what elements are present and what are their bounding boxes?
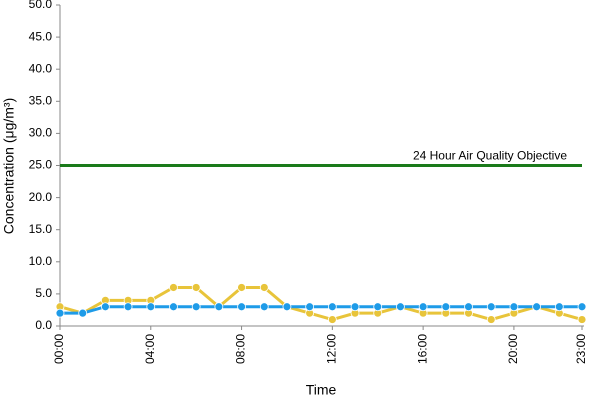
- y-tick-label: 45.0: [29, 29, 53, 43]
- data-point: [237, 302, 246, 312]
- y-tick-label: 35.0: [29, 93, 53, 107]
- data-point: [100, 302, 110, 312]
- data-point: [123, 302, 133, 312]
- data-point: [146, 302, 156, 312]
- series-line: [59, 285, 583, 322]
- y-tick-label: 15.0: [29, 222, 53, 236]
- y-tick-label: 50.0: [29, 0, 53, 11]
- data-point: [577, 315, 587, 324]
- data-point: [191, 283, 201, 292]
- x-tick-label: 16:00: [415, 334, 429, 364]
- data-point: [237, 283, 246, 292]
- y-tick-label: 5.0: [35, 286, 52, 300]
- data-point: [55, 308, 65, 318]
- data-point: [214, 302, 224, 312]
- y-axis-label: Concentration (μg/m³): [1, 98, 17, 234]
- data-point: [259, 302, 269, 312]
- data-point: [78, 308, 88, 318]
- x-tick-label: 04:00: [143, 334, 157, 364]
- data-point: [532, 302, 542, 312]
- x-tick-label: 12:00: [325, 334, 339, 364]
- data-point: [509, 302, 519, 312]
- y-tick-label: 10.0: [29, 254, 53, 268]
- data-point: [396, 302, 405, 312]
- y-tick-label: 25.0: [29, 158, 53, 172]
- data-point: [554, 302, 564, 312]
- series-line: [60, 305, 582, 315]
- data-point: [441, 302, 451, 312]
- data-point: [259, 283, 269, 292]
- data-point: [486, 315, 496, 324]
- line-label: 24 Hour Air Quality Objective: [413, 149, 567, 163]
- data-point: [327, 302, 337, 312]
- data-point: [373, 302, 383, 312]
- data-point: [327, 315, 337, 324]
- x-tick-label: 08:00: [234, 334, 248, 364]
- y-tick-label: 0.0: [35, 318, 52, 332]
- x-axis-label: Time: [306, 382, 337, 398]
- data-point: [577, 302, 587, 312]
- data-point: [350, 302, 360, 312]
- data-point: [282, 302, 292, 312]
- data-point: [418, 302, 428, 312]
- data-point: [169, 302, 178, 312]
- x-tick-label: 23:00: [574, 334, 588, 364]
- data-point: [305, 302, 315, 312]
- data-point: [486, 302, 496, 312]
- y-tick-label: 20.0: [29, 190, 53, 204]
- data-point: [169, 283, 178, 292]
- y-tick-label: 30.0: [29, 126, 53, 140]
- y-tick-label: 40.0: [29, 61, 53, 75]
- data-point: [464, 302, 473, 312]
- data-point: [191, 302, 201, 312]
- x-tick-label: 20:00: [506, 334, 520, 364]
- x-tick-label: 00:00: [52, 334, 66, 364]
